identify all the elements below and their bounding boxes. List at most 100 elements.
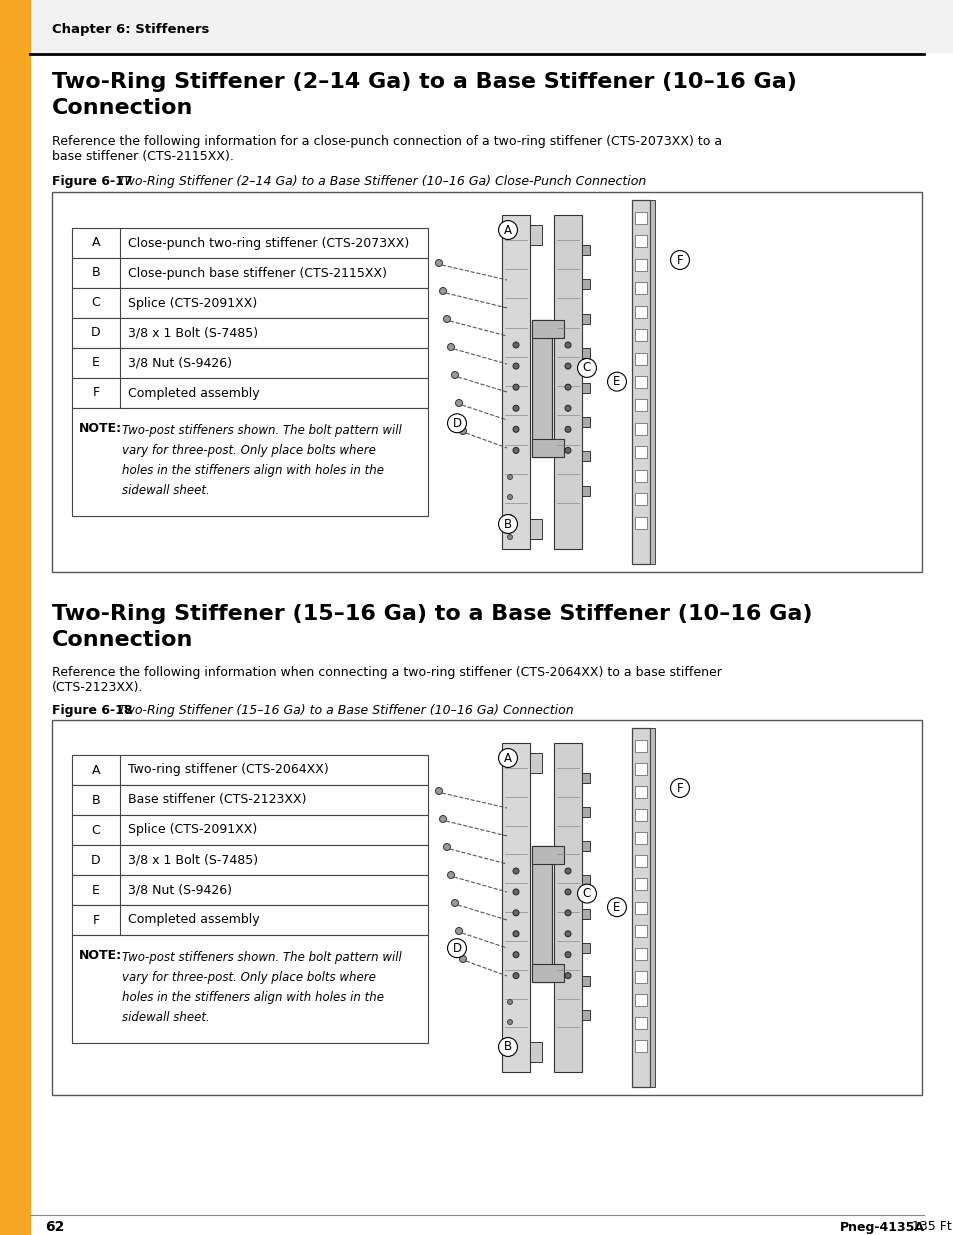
Text: vary for three-post. Only place bolts where: vary for three-post. Only place bolts wh… (122, 445, 375, 457)
Bar (635, 1016, 646, 1029)
Text: Two-post stiffeners shown. The bolt pattern will: Two-post stiffeners shown. The bolt patt… (122, 424, 401, 437)
Circle shape (447, 872, 454, 878)
Bar (635, 763, 646, 776)
Bar (631, 200, 649, 564)
Text: Close-punch base stiffener (CTS-2115XX): Close-punch base stiffener (CTS-2115XX) (128, 267, 387, 279)
Bar (530, 519, 541, 538)
Bar (635, 493, 646, 505)
Bar (532, 965, 563, 982)
Bar (71, 755, 428, 785)
Circle shape (513, 952, 518, 957)
Bar (530, 753, 541, 773)
Bar (635, 878, 646, 890)
Bar (635, 809, 646, 821)
Bar (532, 438, 563, 457)
Bar (52, 720, 921, 1095)
Circle shape (564, 363, 571, 369)
Bar (581, 245, 589, 254)
Bar (581, 942, 589, 952)
Bar (71, 288, 428, 317)
Circle shape (507, 474, 512, 479)
Text: C: C (91, 824, 100, 836)
Circle shape (513, 405, 518, 411)
Text: Splice (CTS-2091XX): Splice (CTS-2091XX) (128, 824, 257, 836)
Text: 3/8 Nut (S-9426): 3/8 Nut (S-9426) (128, 357, 232, 369)
Circle shape (447, 343, 454, 351)
Text: Figure 6-17: Figure 6-17 (52, 175, 132, 188)
Text: Chapter 6: Stiffeners: Chapter 6: Stiffeners (52, 23, 209, 37)
Bar (649, 200, 655, 564)
Bar (71, 815, 428, 845)
Text: E: E (613, 900, 620, 914)
Text: vary for three-post. Only place bolts where: vary for three-post. Only place bolts wh… (122, 971, 375, 984)
Text: C: C (582, 887, 591, 900)
Bar (581, 841, 589, 851)
Bar (581, 279, 589, 289)
Text: Reference the following information for a close-punch connection of a two-ring s: Reference the following information for … (52, 135, 721, 148)
Text: Connection: Connection (52, 98, 193, 119)
Bar (635, 283, 646, 294)
Text: 135 Ft Diameter 40-Series Bin: 135 Ft Diameter 40-Series Bin (907, 1220, 953, 1234)
Circle shape (564, 447, 571, 453)
Bar (581, 348, 589, 358)
Bar (71, 348, 428, 378)
Bar (635, 740, 646, 752)
Circle shape (459, 427, 466, 435)
Bar (581, 417, 589, 427)
Text: B: B (503, 517, 512, 531)
Bar (532, 846, 563, 864)
Bar (635, 306, 646, 317)
Circle shape (507, 999, 512, 1004)
Circle shape (507, 515, 512, 520)
Circle shape (513, 447, 518, 453)
Bar (635, 971, 646, 983)
Circle shape (513, 973, 518, 978)
Text: NOTE:: NOTE: (79, 948, 122, 962)
Text: A: A (91, 236, 100, 249)
Text: E: E (92, 357, 100, 369)
Text: Two-Ring Stiffener (2–14 Ga) to a Base Stiffener (10–16 Ga): Two-Ring Stiffener (2–14 Ga) to a Base S… (52, 72, 796, 91)
Text: B: B (91, 794, 100, 806)
Text: D: D (91, 853, 101, 867)
Text: D: D (91, 326, 101, 340)
Bar (71, 876, 428, 905)
Bar (530, 1042, 541, 1062)
Circle shape (507, 1020, 512, 1025)
Circle shape (513, 384, 518, 390)
Text: A: A (91, 763, 100, 777)
Text: sidewall sheet.: sidewall sheet. (122, 1011, 210, 1024)
Bar (71, 785, 428, 815)
Circle shape (459, 956, 466, 962)
Bar (581, 773, 589, 783)
Bar (581, 1010, 589, 1020)
Circle shape (564, 405, 571, 411)
Bar (581, 977, 589, 987)
Bar (635, 516, 646, 529)
Bar (501, 743, 530, 1072)
Text: 62: 62 (45, 1220, 64, 1234)
Bar (71, 228, 428, 258)
Circle shape (564, 426, 571, 432)
Text: Two-Ring Stiffener (15–16 Ga) to a Base Stiffener (10–16 Ga) Connection: Two-Ring Stiffener (15–16 Ga) to a Base … (113, 704, 573, 718)
Circle shape (455, 927, 462, 935)
Text: C: C (582, 362, 591, 374)
Text: holes in the stiffeners align with holes in the: holes in the stiffeners align with holes… (122, 990, 384, 1004)
Bar (635, 236, 646, 247)
Circle shape (564, 910, 571, 916)
Bar (635, 994, 646, 1005)
Bar (554, 743, 581, 1072)
Text: Two-Ring Stiffener (15–16 Ga) to a Base Stiffener (10–16 Ga): Two-Ring Stiffener (15–16 Ga) to a Base … (52, 604, 812, 624)
Text: base stiffener (CTS-2115XX).: base stiffener (CTS-2115XX). (52, 149, 233, 163)
Bar (635, 399, 646, 411)
Text: A: A (503, 224, 512, 236)
Bar (581, 909, 589, 919)
Text: 3/8 Nut (S-9426): 3/8 Nut (S-9426) (128, 883, 232, 897)
Bar (581, 485, 589, 495)
Text: Splice (CTS-2091XX): Splice (CTS-2091XX) (128, 296, 257, 310)
Circle shape (443, 315, 450, 322)
Text: Reference the following information when connecting a two-ring stiffener (CTS-20: Reference the following information when… (52, 666, 721, 679)
Text: C: C (91, 296, 100, 310)
Text: B: B (91, 267, 100, 279)
Bar (30, 0, 953, 52)
Text: F: F (92, 914, 99, 926)
